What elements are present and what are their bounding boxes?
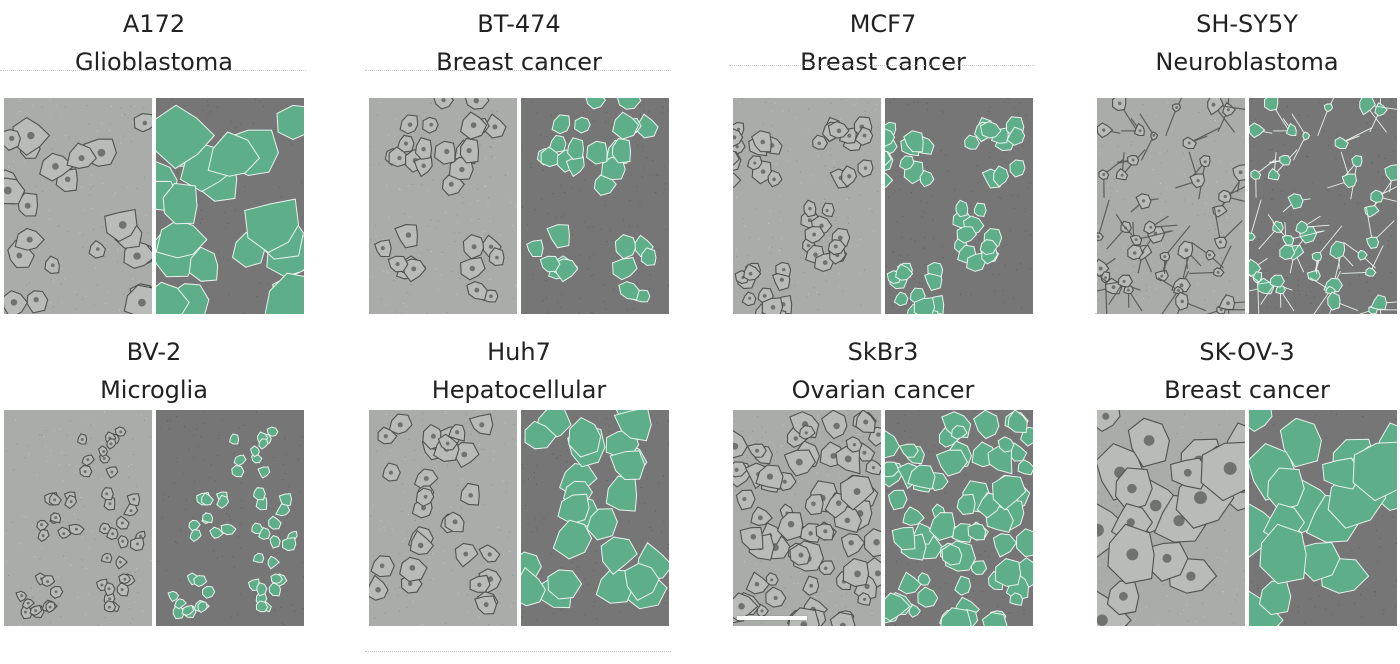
image-pair bbox=[1097, 410, 1397, 626]
mask-image bbox=[156, 410, 304, 626]
panel-mcf7: MCF7 Breast cancer bbox=[729, 10, 1035, 315]
panel-subtitle: Breast cancer bbox=[800, 48, 966, 76]
panel-subtitle: Neuroblastoma bbox=[1155, 48, 1339, 76]
image-pair bbox=[733, 410, 1033, 626]
divider bbox=[1095, 313, 1397, 314]
mask-image bbox=[885, 98, 1033, 314]
image-pair bbox=[1097, 98, 1397, 314]
phase-image bbox=[4, 98, 152, 314]
panel-title: Huh7 bbox=[487, 338, 551, 366]
phase-image bbox=[4, 410, 152, 626]
scale-bar bbox=[737, 616, 807, 620]
panel-skov3: SK-OV-3 Breast cancer bbox=[1097, 338, 1397, 628]
panel-title: SkBr3 bbox=[847, 338, 919, 366]
panel-title: MCF7 bbox=[849, 10, 917, 38]
panel-title: SH-SY5Y bbox=[1196, 10, 1298, 38]
panel-bv2: BV-2 Microglia bbox=[4, 338, 304, 628]
divider bbox=[365, 651, 671, 652]
divider bbox=[365, 70, 671, 71]
phase-image bbox=[369, 410, 517, 626]
mask-image bbox=[521, 410, 669, 626]
phase-image bbox=[733, 98, 881, 314]
panel-subtitle: Glioblastoma bbox=[75, 48, 233, 76]
image-pair bbox=[733, 98, 1033, 314]
panel-subtitle: Microglia bbox=[100, 376, 208, 404]
image-pair bbox=[369, 98, 669, 314]
panel-shsy5y: SH-SY5Y Neuroblastoma bbox=[1095, 10, 1397, 315]
mask-image bbox=[1249, 410, 1397, 626]
panel-title: BT-474 bbox=[477, 10, 561, 38]
mask-image bbox=[156, 98, 304, 314]
image-pair bbox=[369, 410, 669, 626]
phase-image bbox=[369, 98, 517, 314]
image-pair bbox=[4, 410, 304, 626]
panel-huh7: Huh7 Hepatocellular bbox=[365, 338, 671, 653]
phase-image bbox=[1097, 98, 1245, 314]
divider bbox=[0, 70, 306, 71]
panel-title: BV-2 bbox=[126, 338, 182, 366]
image-pair bbox=[4, 98, 304, 314]
panel-a172: A172 Glioblastoma bbox=[0, 10, 306, 315]
panel-subtitle: Breast cancer bbox=[1164, 376, 1330, 404]
panel-bt474: BT-474 Breast cancer bbox=[365, 10, 671, 315]
phase-image bbox=[1097, 410, 1245, 626]
mask-image bbox=[521, 98, 669, 314]
mask-image bbox=[1249, 98, 1397, 314]
mask-image bbox=[885, 410, 1033, 626]
panel-subtitle: Hepatocellular bbox=[431, 376, 607, 404]
panel-title: SK-OV-3 bbox=[1199, 338, 1295, 366]
panel-skbr3: SkBr3 Ovarian cancer bbox=[733, 338, 1033, 628]
panel-subtitle: Ovarian cancer bbox=[791, 376, 975, 404]
phase-image bbox=[733, 410, 881, 626]
panel-subtitle: Breast cancer bbox=[436, 48, 602, 76]
divider bbox=[729, 65, 1035, 66]
panel-title: A172 bbox=[122, 10, 186, 38]
